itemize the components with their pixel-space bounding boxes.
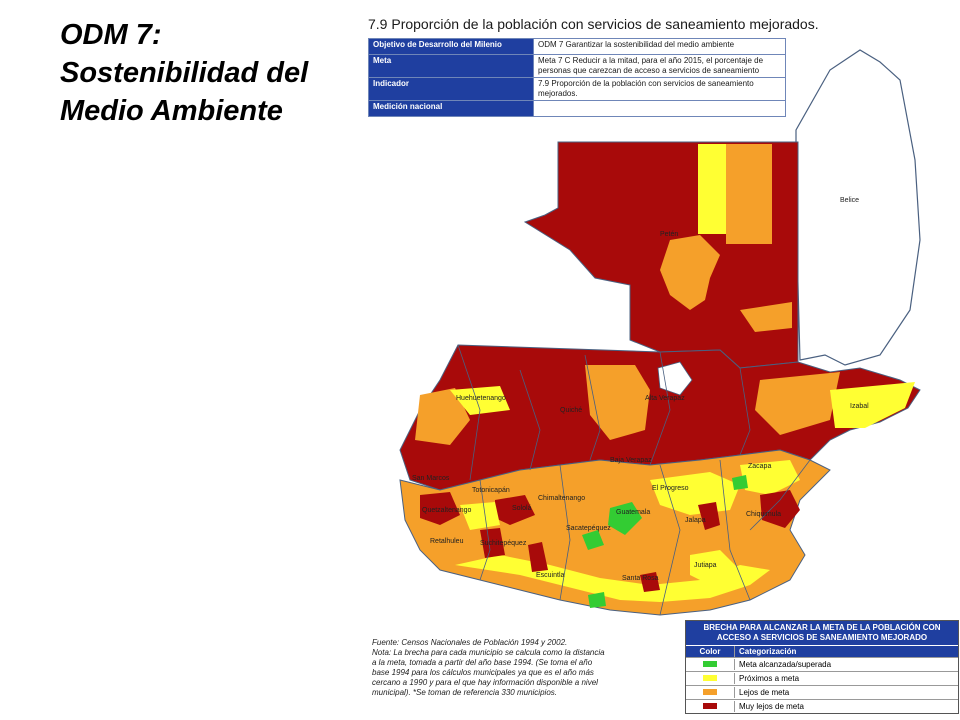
peten-orange-area: [660, 235, 720, 310]
slide-title-line: Medio Ambiente: [60, 95, 283, 127]
source-line: a la meta, tomada a partir del año base …: [372, 658, 593, 667]
zacapa-yellow: [740, 460, 800, 495]
legend-label: Próximos a meta: [739, 674, 800, 683]
sacatepequez-green: [582, 530, 604, 550]
legend-label: Lejos de meta: [739, 688, 790, 697]
legend-header: Color Categorización: [686, 645, 958, 657]
legend-title: BRECHA PARA ALCANZAR LA META DE LA POBLA…: [686, 621, 958, 645]
legend-row: Muy lejos de meta: [686, 699, 958, 713]
source-line: base 1994 para los cálculos municipales …: [372, 668, 594, 677]
label-huehuetenango: Huehuetenango: [456, 395, 506, 402]
info-row: Meta Meta 7 C Reducir a la mitad, para e…: [368, 54, 786, 78]
izabal-yellow: [830, 382, 915, 428]
info-key: Medición nacional: [368, 100, 534, 117]
label-escuintla: Escuintla: [536, 572, 565, 579]
label-solola: Sololá: [512, 505, 532, 512]
legend: BRECHA PARA ALCANZAR LA META DE LA POBLA…: [685, 620, 959, 714]
source-line: cercano a 1990 y para el que hay informa…: [372, 678, 598, 687]
label-san-marcos: San Marcos: [412, 475, 450, 482]
legend-row: Meta alcanzada/superada: [686, 657, 958, 671]
label-jutiapa: Jutiapa: [694, 562, 717, 569]
guatemala-green: [608, 502, 642, 535]
label-suchitepequez: Suchitepéquez: [480, 540, 527, 547]
slide-title-line: Sostenibilidad del: [60, 57, 309, 89]
chiquimula-red: [760, 490, 800, 528]
label-quiche: Quiché: [560, 407, 582, 414]
huehue-yellow: [450, 386, 510, 415]
label-baja-verapaz: Baja Verapaz: [610, 457, 652, 464]
info-row: Objetivo de Desarrollo del Milenio ODM 7…: [368, 38, 786, 55]
label-retalhuleu: Retalhuleu: [430, 538, 464, 545]
info-row: Medición nacional: [368, 100, 786, 117]
west-red-3: [528, 542, 548, 572]
santa-rosa-red: [640, 572, 660, 592]
huehue-orange: [415, 388, 470, 445]
info-key: Objetivo de Desarrollo del Milenio: [368, 38, 534, 55]
label-quetzaltenango: Quetzaltenango: [422, 507, 472, 514]
legend-row: Próximos a meta: [686, 671, 958, 685]
legend-swatch: [703, 703, 717, 709]
source-note: Fuente: Censos Nacionales de Población 1…: [372, 638, 662, 698]
legend-col-category: Categorización: [739, 647, 797, 656]
guatemala-map: Belice Petén Huehuetenango Quiché Alta V…: [399, 49, 921, 616]
info-key: Meta: [368, 54, 534, 78]
info-value: Meta 7 C Reducir a la mitad, para el año…: [533, 54, 786, 78]
source-line: Nota: La brecha para cada municipio se c…: [372, 648, 605, 657]
izabal-orange: [755, 372, 840, 435]
label-peten: Petén: [660, 231, 678, 238]
label-zacapa: Zacapa: [748, 463, 771, 470]
zacapa-green: [732, 475, 748, 490]
peten-orange-block: [726, 144, 772, 244]
label-belice: Belice: [840, 197, 859, 204]
label-el-progreso: El Progreso: [652, 485, 689, 492]
slide-title: ODM 7: Sostenibilidad del Medio Ambiente: [60, 16, 350, 130]
belize-region: [795, 49, 921, 366]
legend-swatch: [703, 689, 717, 695]
west-red-4: [480, 528, 505, 558]
label-totonicapan: Totonicapán: [472, 487, 510, 494]
jutiapa-yellow: [690, 550, 740, 585]
source-line: municipal). *Se toman de referencia 330 …: [372, 688, 557, 697]
legend-swatch: [703, 661, 717, 667]
escuintla-green: [588, 592, 606, 608]
info-value: [533, 100, 786, 117]
central-yellow: [650, 472, 740, 515]
peten-yellow-strip: [698, 144, 726, 234]
slide-title-line: ODM 7:: [60, 19, 162, 51]
source-line: Fuente: Censos Nacionales de Población 1…: [372, 638, 568, 647]
legend-label: Meta alcanzada/superada: [739, 660, 832, 669]
alta-verapaz-orange: [585, 365, 650, 440]
peten-orange-east: [740, 302, 792, 332]
label-izabal: Izabal: [850, 403, 869, 410]
legend-row: Lejos de meta: [686, 685, 958, 699]
label-jalapa: Jalapa: [685, 517, 706, 524]
label-alta-verapaz: Alta Verapaz: [645, 395, 685, 402]
west-red-1: [420, 492, 460, 525]
info-value: 7.9 Proporción de la población con servi…: [533, 77, 786, 101]
info-row: Indicador 7.9 Proporción de la población…: [368, 77, 786, 101]
map-figure: Belice Petén Huehuetenango Quiché Alta V…: [360, 10, 960, 720]
west-red-2: [495, 495, 535, 525]
info-value: ODM 7 Garantizar la sostenibilidad del m…: [533, 38, 786, 55]
label-chimaltenango: Chimaltenango: [538, 495, 585, 502]
label-sacatepequez: Sacatepéquez: [566, 525, 611, 532]
label-santa-rosa: Santa Rosa: [622, 575, 659, 582]
label-guatemala: Guatemala: [616, 509, 650, 516]
legend-swatch: [703, 675, 717, 681]
map-title: 7.9 Proporción de la población con servi…: [368, 16, 819, 32]
department-boundaries: [457, 344, 811, 616]
legend-label: Muy lejos de meta: [739, 702, 804, 711]
lake-alta-verapaz: [657, 361, 693, 396]
west-yellow: [460, 502, 500, 530]
jalapa-red: [698, 502, 720, 530]
info-table: Objetivo de Desarrollo del Milenio ODM 7…: [368, 38, 786, 117]
label-chiquimula: Chiquimula: [746, 511, 781, 518]
legend-col-color: Color: [686, 646, 735, 657]
info-key: Indicador: [368, 77, 534, 101]
